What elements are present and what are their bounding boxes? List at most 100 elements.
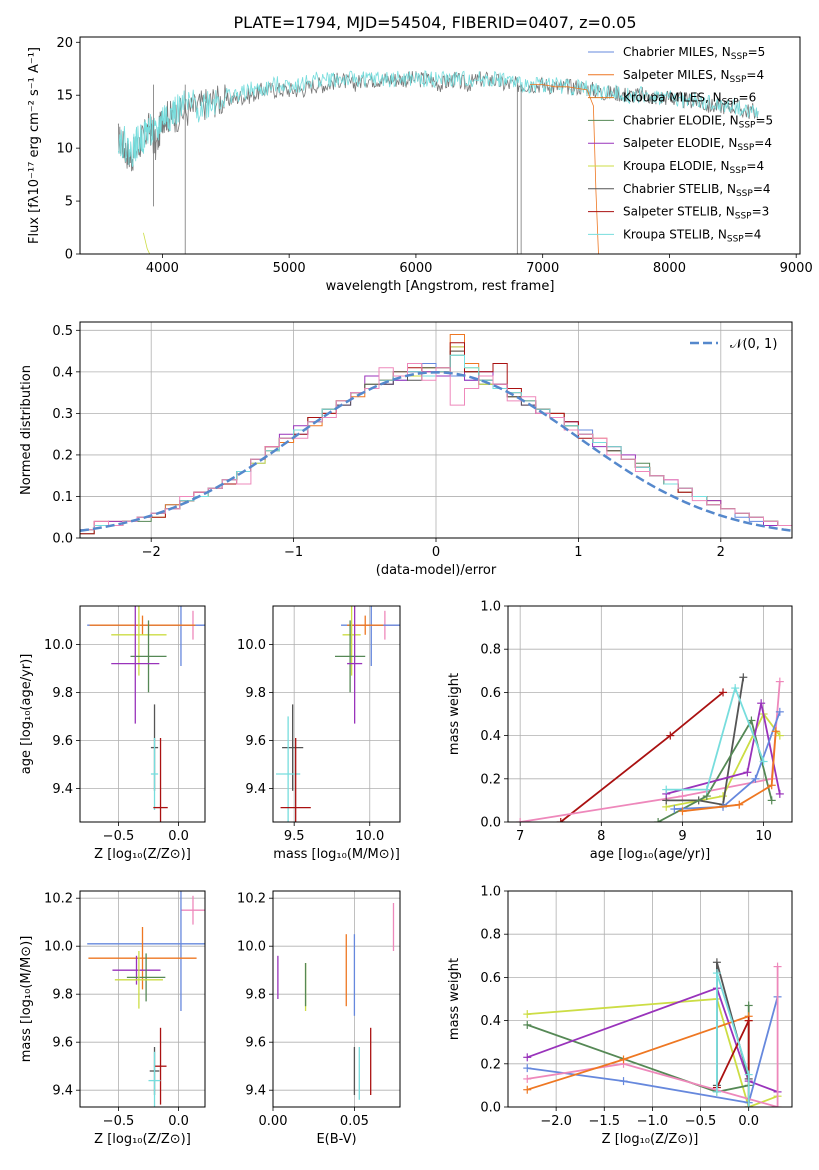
- weight-line: [682, 731, 777, 813]
- y-tick-label: 0.2: [480, 1057, 501, 1072]
- x-axis-label: Z [log₁₀(Z/Z⊙)]: [94, 1132, 191, 1147]
- panel-mass-weight-vs-Z: −2.0 −1.5 −1.0 −0.5 0.0 0.0 0.2 0.4 0.6 0.8 1.0 Z […: [447, 885, 793, 1147]
- y-tick-label: 0.4: [480, 729, 501, 744]
- weight-line: [527, 1015, 750, 1091]
- x-tick-label: 5000: [273, 261, 306, 276]
- x-tick-label: −0.5: [685, 1114, 717, 1129]
- histogram-step: [80, 363, 792, 538]
- spectrum-line: [143, 232, 151, 254]
- x-tick-label: −0.5: [103, 1114, 135, 1129]
- x-tick-label: 0.05: [340, 1114, 369, 1129]
- normal-curve: [80, 371, 792, 532]
- panel-age-vs-mass: 9.5 10.0 9.4 9.6 9.8 10.0 mass [log₁₀(M/M⊙)]: [237, 605, 401, 862]
- legend-entry: Salpeter ELODIE, NSSP=4: [623, 136, 772, 153]
- y-tick-label: 0.6: [480, 686, 501, 701]
- weight-line: [666, 712, 781, 808]
- y-tick-label: 9.4: [52, 782, 73, 797]
- legend-suffix: =4: [746, 159, 764, 173]
- x-axis-label: Z [log₁₀(Z/Z⊙)]: [94, 847, 191, 862]
- plot-area: [80, 334, 792, 538]
- y-tick-label: 1.0: [480, 885, 501, 900]
- legend-name: Salpeter MILES, N: [623, 68, 730, 82]
- panel-age-vs-Z: −0.5 0.0 9.4 9.6 9.8 10.0 Z [log₁₀(Z/Z⊙)] age […: [19, 605, 206, 862]
- legend-suffix: =4: [746, 68, 764, 82]
- x-tick-label: 8: [597, 829, 605, 844]
- legend-suffix: =4: [753, 182, 771, 196]
- y-tick-label: 10.0: [237, 638, 266, 653]
- legend-entry: Salpeter STELIB, NSSP=3: [623, 205, 769, 222]
- legend-entry: Salpeter MILES, NSSP=4: [623, 68, 764, 85]
- y-tick-label: 10.0: [44, 638, 73, 653]
- legend-entry: Kroupa MILES, NSSP=6: [623, 91, 756, 108]
- legend-subscript: SSP: [731, 52, 748, 62]
- weight-line: [527, 966, 779, 1107]
- legend-name: Salpeter STELIB, N: [623, 205, 735, 219]
- y-tick-label: 0.8: [480, 928, 501, 943]
- x-tick-label: 0: [432, 545, 440, 560]
- panel-mass-vs-Z: −0.5 0.0 9.4 9.6 9.8 10.0 10.2 Z [log₁₀(Z/Z⊙)] m…: [19, 890, 206, 1147]
- weight-line: [674, 711, 781, 810]
- x-tick-label: 10: [755, 829, 772, 844]
- legend-subscript: SSP: [730, 166, 747, 176]
- panel-mass-weight-vs-age: 7 8 9 10 0.0 0.2 0.4 0.6 0.8 1.0 age [log₁₀(age/yr…: [447, 600, 793, 862]
- figure-title: PLATE=1794, MJD=54504, FIBERID=0407, z=0…: [233, 13, 636, 32]
- legend-subscript: SSP: [739, 120, 756, 130]
- y-tick-label: 5: [65, 195, 73, 210]
- y-tick-label: 0: [65, 248, 73, 263]
- weight-line: [666, 685, 765, 791]
- x-tick-label: −2.0: [540, 1114, 572, 1129]
- legend-entry: Chabrier MILES, NSSP=5: [623, 45, 765, 62]
- legend-name: Kroupa ELODIE, N: [623, 159, 730, 173]
- x-tick-label: −1.0: [637, 1114, 669, 1129]
- legend-suffix: =4: [744, 227, 762, 241]
- axes-frame: [79, 890, 206, 1108]
- plot-area: [87, 606, 205, 822]
- legend-name: Chabrier ELODIE, N: [623, 113, 739, 127]
- x-tick-label: 0.0: [738, 1114, 759, 1129]
- legend-name: Chabrier STELIB, N: [623, 182, 736, 196]
- legend: 𝒩(0, 1): [690, 337, 777, 352]
- x-tick-label: −1.5: [588, 1114, 620, 1129]
- y-tick-label: 9.4: [245, 1084, 266, 1099]
- weight-line: [526, 987, 778, 1093]
- y-tick-label: 10.0: [237, 940, 266, 955]
- axes-frame: [272, 605, 401, 823]
- x-axis-label: wavelength [Angstrom, rest frame]: [326, 279, 555, 294]
- y-tick-label: 0.8: [480, 643, 501, 658]
- y-tick-label: 10.0: [44, 940, 73, 955]
- legend-name: Kroupa MILES, N: [623, 91, 722, 105]
- panel-mass-vs-EBV: 0.00 0.05 9.4 9.6 9.8 10.0 10.2 E(B-V): [237, 890, 401, 1147]
- legend-subscript: SSP: [735, 212, 752, 222]
- x-tick-label: 8000: [653, 261, 686, 276]
- legend-suffix: =5: [748, 45, 766, 59]
- y-axis-label: Flux [fλ10⁻¹⁷ erg cm⁻² s⁻¹ A⁻¹]: [27, 47, 42, 244]
- x-tick-label: 0.0: [168, 829, 189, 844]
- x-tick-label: 7000: [526, 261, 559, 276]
- legend-suffix: =4: [754, 136, 772, 150]
- x-axis-label: (data-model)/error: [376, 563, 497, 578]
- y-tick-label: 10.2: [44, 892, 73, 907]
- axes-frame: [272, 890, 401, 1108]
- y-tick-label: 9.8: [52, 686, 73, 701]
- y-tick-label: 0.0: [480, 1101, 501, 1116]
- axes-frame: [79, 605, 206, 823]
- y-axis-label: age [log₁₀(age/yr)]: [19, 654, 34, 775]
- y-axis-label: Normed distribution: [19, 365, 34, 495]
- plot-area: [516, 673, 784, 822]
- legend-subscript: SSP: [730, 75, 747, 85]
- panel-residual-histogram: −2 −1 0 1 2 0.0 0.1 0.2 0.3 0.4 0.5 (data-model)/er…: [19, 321, 793, 578]
- x-tick-label: 0.00: [259, 1114, 288, 1129]
- legend-suffix: =5: [755, 113, 773, 127]
- y-tick-label: 15: [56, 89, 73, 104]
- axes-frame: [507, 890, 793, 1108]
- x-tick-label: −0.5: [103, 829, 135, 844]
- legend-name: Salpeter ELODIE, N: [623, 136, 737, 150]
- x-tick-label: 6000: [399, 261, 432, 276]
- x-tick-label: 9: [678, 829, 686, 844]
- x-axis-label: Z [log₁₀(Z/Z⊙)]: [602, 1132, 699, 1147]
- x-tick-label: 4000: [146, 261, 179, 276]
- y-tick-label: 0.2: [52, 448, 73, 463]
- legend-name: Kroupa STELIB, N: [623, 227, 727, 241]
- y-tick-label: 9.8: [245, 686, 266, 701]
